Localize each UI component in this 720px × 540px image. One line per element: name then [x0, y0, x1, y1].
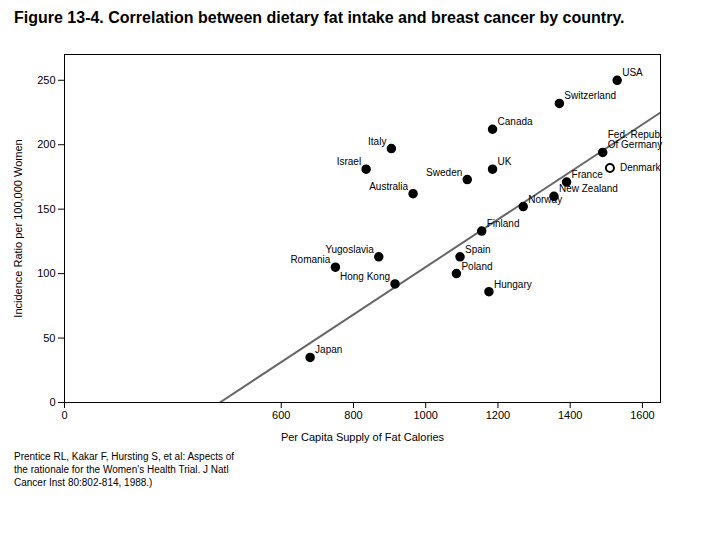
svg-text:Finland: Finland	[487, 218, 520, 229]
html-text:Figure 13-4. Correlation betwe: Figure 13-4. Correlation between dietary…	[14, 9, 625, 26]
svg-text:600: 600	[272, 409, 290, 421]
html-text:Prentice RL, Kakar F, Hursting: Prentice RL, Kakar F, Hursting S, et al:…	[14, 451, 235, 488]
svg-text:1000: 1000	[413, 409, 437, 421]
svg-text:Australia: Australia	[369, 181, 408, 192]
svg-text:100: 100	[37, 267, 55, 279]
svg-text:Canada: Canada	[498, 116, 533, 127]
svg-text:France: France	[572, 169, 604, 180]
svg-text:Poland: Poland	[461, 261, 492, 272]
svg-text:Yugoslavia: Yugoslavia	[325, 244, 374, 255]
svg-text:Israel: Israel	[337, 156, 361, 167]
svg-text:Spain: Spain	[465, 244, 491, 255]
svg-text:0: 0	[61, 409, 67, 421]
svg-text:USA: USA	[622, 67, 643, 78]
svg-text:1600: 1600	[630, 409, 654, 421]
svg-text:1200: 1200	[486, 409, 510, 421]
svg-text:Incidence Ratio per 100,000 Wo: Incidence Ratio per 100,000 Women	[12, 139, 24, 317]
svg-text:Italy: Italy	[368, 136, 386, 147]
svg-text:150: 150	[37, 203, 55, 215]
svg-text:1400: 1400	[558, 409, 582, 421]
svg-text:Hungary: Hungary	[494, 279, 532, 290]
svg-text:200: 200	[37, 138, 55, 150]
svg-text:Hong Kong: Hong Kong	[340, 271, 390, 282]
svg-text:800: 800	[344, 409, 362, 421]
svg-text:Denmark: Denmark	[620, 162, 662, 173]
svg-text:250: 250	[37, 74, 55, 86]
svg-text:Norway: Norway	[528, 194, 562, 205]
svg-text:0: 0	[49, 396, 55, 408]
svg-text:Japan: Japan	[315, 344, 342, 355]
svg-text:New Zealand: New Zealand	[559, 183, 618, 194]
svg-text:Switzerland: Switzerland	[564, 90, 616, 101]
svg-text:Romania: Romania	[290, 254, 330, 265]
svg-text:Sweden: Sweden	[426, 167, 462, 178]
svg-text:Per Capita Supply of Fat Calor: Per Capita Supply of Fat Calories	[281, 431, 445, 443]
svg-text:UK: UK	[498, 156, 512, 167]
svg-text:50: 50	[43, 332, 55, 344]
svg-text:Fed. Repub.Of Germany: Fed. Repub.Of Germany	[608, 129, 663, 150]
